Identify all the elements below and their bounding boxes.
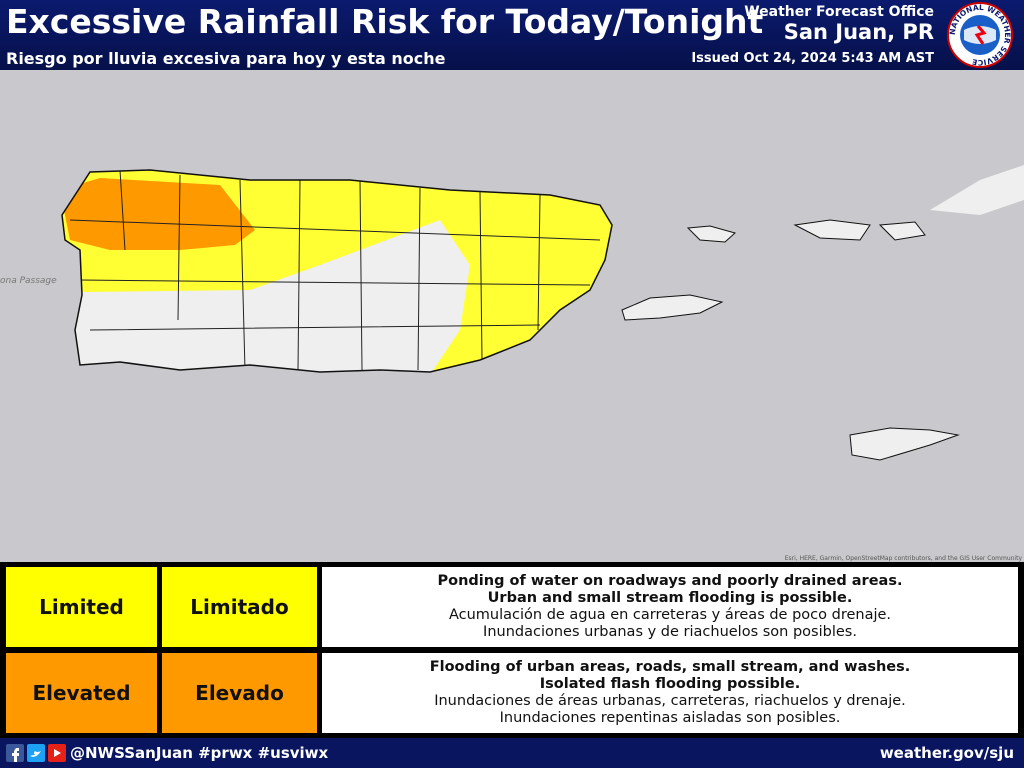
url: weather.gov/sju bbox=[879, 744, 1014, 762]
issued: Issued Oct 24, 2024 5:43 AM AST bbox=[691, 51, 934, 66]
social-icons bbox=[6, 744, 66, 762]
risk-description: Flooding of urban areas, roads, small st… bbox=[322, 653, 1018, 733]
st-croix bbox=[849, 427, 960, 461]
footer: @NWSSanJuan #prwx #usviwx weather.gov/sj… bbox=[0, 738, 1024, 768]
description-line: Inundaciones urbanas y de riachuelos son… bbox=[483, 624, 857, 640]
title: Excessive Rainfall Risk for Today/Tonigh… bbox=[6, 2, 764, 41]
description-bold: Urban and small stream flooding is possi… bbox=[487, 590, 853, 606]
description-line: Acumulación de agua en carreteras y área… bbox=[448, 607, 892, 623]
social: @NWSSanJuan #prwx #usviwx bbox=[70, 744, 329, 762]
office: Weather Forecast Office bbox=[744, 4, 934, 20]
description-bold: Isolated flash flooding possible. bbox=[539, 676, 801, 692]
description-bold: Ponding of water on roadways and poorly … bbox=[437, 573, 903, 589]
subtitle: Riesgo por lluvia excesiva para hoy y es… bbox=[6, 49, 446, 68]
risk-description: Ponding of water on roadways and poorly … bbox=[322, 567, 1018, 647]
coastline bbox=[61, 169, 613, 373]
risk-english: Limited bbox=[6, 567, 157, 647]
puerto-rico bbox=[62, 170, 612, 372]
risk-spanish: Elevado bbox=[162, 653, 317, 733]
legend: Limited Limitado Ponding of water on roadw… bbox=[0, 562, 1024, 738]
risk-english: Elevated bbox=[6, 653, 157, 733]
description-line: Inundaciones repentinas aisladas son pos… bbox=[499, 710, 841, 726]
description-bold: Flooding of urban areas, roads, small st… bbox=[429, 659, 911, 675]
risk-spanish: Limitado bbox=[162, 567, 317, 647]
header: Excessive Rainfall Risk for Today/Tonigh… bbox=[0, 0, 1024, 70]
location: San Juan, PR bbox=[783, 20, 934, 44]
vieques bbox=[621, 294, 724, 321]
map-label: ona Passage bbox=[0, 276, 57, 286]
st-john bbox=[878, 221, 926, 241]
description-line: Inundaciones de áreas urbanas, carretera… bbox=[434, 693, 906, 709]
map: ona Passage Esri, HERE, Garmin, OpenStre… bbox=[0, 70, 1024, 562]
st-thomas bbox=[793, 219, 871, 241]
bvi bbox=[930, 165, 1024, 215]
nws-logo: NATIONAL WEATHER SERVICE bbox=[947, 2, 1013, 68]
culebra bbox=[686, 225, 737, 243]
attribution: Esri, HERE, Garmin, OpenStreetMap contri… bbox=[785, 555, 1023, 562]
